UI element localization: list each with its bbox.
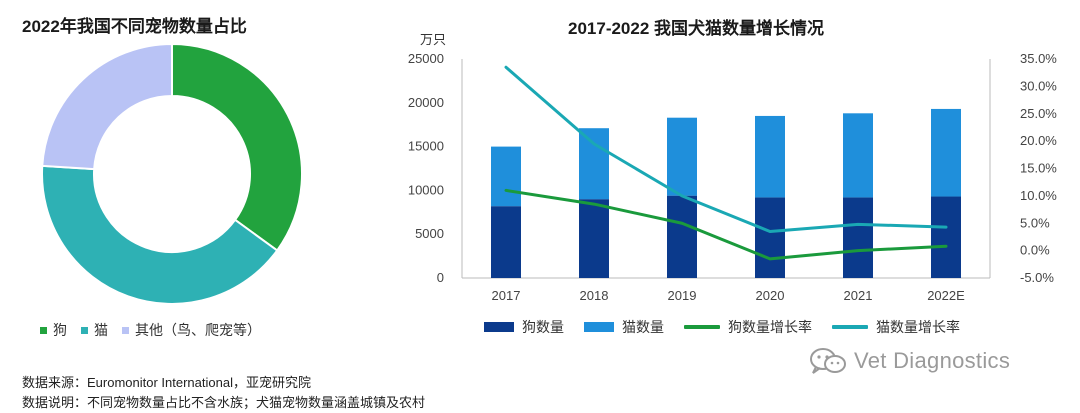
y2-tick-label-8: 35.0%: [1020, 51, 1057, 66]
y-tick-label-1: 5000: [415, 226, 444, 241]
cat-growth-line: [504, 65, 948, 233]
bar-cat-4: [843, 113, 873, 198]
legend-cat-growth-swatch: [832, 325, 868, 329]
donut-legend-swatch-1: [81, 326, 88, 334]
legend-cat-count-label: 猫数量: [622, 319, 664, 335]
data-source-text: 数据来源：Euromonitor International，亚宠研究院: [22, 375, 311, 390]
donut-legend-label-0: 狗: [53, 322, 67, 338]
donut-slice-0: [171, 42, 303, 252]
donut-legend-item-1: 猫: [81, 320, 108, 340]
y2-tick-label-6: 25.0%: [1020, 106, 1057, 121]
x-tick-label-3: 2020: [756, 288, 785, 303]
y-axis-unit-label: 万只: [420, 32, 446, 47]
x-tick-label-4: 2021: [844, 288, 873, 303]
legend-cat-growth: 猫数量增长率: [832, 317, 960, 337]
donut-legend: 狗 猫 其他（鸟、爬宠等）: [40, 320, 275, 340]
donut-legend-item-2: 其他（鸟、爬宠等）: [122, 320, 261, 340]
data-note-text: 数据说明：不同宠物数量占比不含水族；犬猫宠物数量涵盖城镇及农村: [22, 395, 426, 410]
bar-dog-4: [843, 197, 873, 278]
legend-dog-count-label: 狗数量: [522, 319, 564, 335]
y-tick-label-2: 10000: [408, 182, 444, 197]
y-tick-label-4: 20000: [408, 95, 444, 110]
legend-cat-count: 猫数量: [584, 317, 664, 337]
y2-tick-label-7: 30.0%: [1020, 78, 1057, 93]
combo-chart: 万只 0 5000 10000 15000 20000 25000 -5.0% 0.0% 5.0%…: [408, 32, 1057, 303]
donut-chart-title: 2022年我国不同宠物数量占比: [22, 17, 247, 36]
bar-dog-2: [667, 195, 697, 278]
x-tick-label-0: 2017: [492, 288, 521, 303]
y2-tick-label-4: 15.0%: [1020, 161, 1057, 176]
wechat-icon: [808, 346, 848, 376]
bar-dog-5: [931, 196, 961, 278]
legend-dog-growth-label: 狗数量增长率: [728, 319, 812, 335]
donut-legend-label-1: 猫: [94, 322, 108, 338]
y2-tick-label-2: 5.0%: [1020, 215, 1050, 230]
y2-tick-label-5: 20.0%: [1020, 133, 1057, 148]
legend-dog-growth-swatch: [684, 325, 720, 329]
legend-dog-count: 狗数量: [484, 317, 564, 337]
legend-dog-growth: 狗数量增长率: [684, 317, 812, 337]
legend-cat-count-swatch: [584, 322, 614, 332]
donut-legend-item-0: 狗: [40, 320, 67, 340]
bar-cat-0: [491, 146, 521, 207]
x-tick-label-2: 2019: [668, 288, 697, 303]
bar-dog-3: [755, 197, 785, 278]
bar-cat-1: [579, 128, 609, 200]
y-tick-label-0: 0: [437, 270, 444, 285]
bar-cat-2: [667, 117, 697, 196]
dog-growth-line: [504, 188, 948, 261]
x-tick-label-1: 2018: [580, 288, 609, 303]
y-tick-label-5: 25000: [408, 51, 444, 66]
y2-tick-label-0: -5.0%: [1020, 270, 1054, 285]
donut-slice-2: [41, 42, 173, 171]
watermark-text: Vet Diagnostics: [854, 348, 1011, 373]
y2-tick-label-3: 10.0%: [1020, 188, 1057, 203]
combo-legend: 狗数量 猫数量 狗数量增长率 猫数量增长率: [484, 317, 980, 337]
donut-legend-swatch-2: [122, 326, 129, 334]
legend-dog-count-swatch: [484, 322, 514, 332]
donut-slice-1: [41, 164, 279, 305]
legend-cat-growth-label: 猫数量增长率: [876, 319, 960, 335]
bar-cat-3: [755, 115, 785, 198]
bar-cat-5: [931, 108, 961, 197]
bar-dog-1: [579, 199, 609, 278]
watermark: Vet Diagnostics: [808, 346, 1010, 376]
donut-chart: [41, 42, 303, 305]
y2-tick-label-1: 0.0%: [1020, 243, 1050, 258]
y-tick-label-3: 15000: [408, 139, 444, 154]
bar-dog-0: [491, 206, 521, 278]
x-tick-label-5: 2022E: [927, 288, 965, 303]
combo-chart-title: 2017-2022 我国犬猫数量增长情况: [568, 19, 825, 38]
donut-legend-label-2: 其他（鸟、爬宠等）: [135, 322, 261, 338]
donut-legend-swatch-0: [40, 326, 47, 334]
